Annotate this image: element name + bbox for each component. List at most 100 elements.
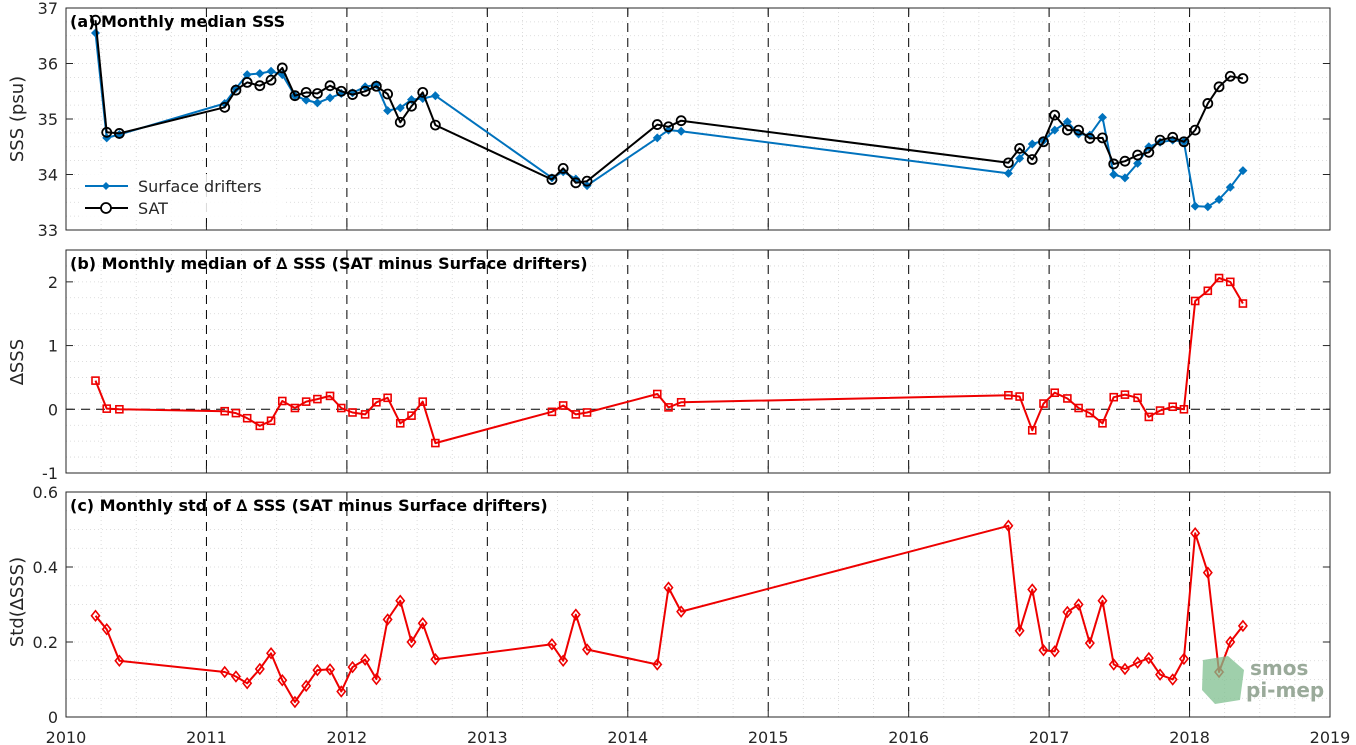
data-point-circle — [1026, 154, 1038, 165]
data-point-circle — [1202, 98, 1214, 109]
data-point-circle — [1061, 124, 1073, 136]
data-point-circle — [1097, 132, 1108, 144]
data-point-square — [1133, 393, 1142, 403]
data-point-diamond-open — [430, 652, 441, 666]
data-point-circle — [1237, 73, 1249, 84]
y-tick-label: 35 — [38, 110, 58, 129]
data-point-circle — [1178, 136, 1190, 148]
data-point-diamond-open — [417, 616, 428, 630]
data-point-square — [348, 408, 357, 417]
legend-sat-marker — [100, 202, 112, 214]
legend-box — [80, 174, 285, 218]
data-point-diamond-open — [1178, 652, 1189, 666]
data-point-diamond — [1190, 201, 1200, 211]
data-point-diamond-open — [289, 695, 300, 709]
data-point-diamond — [242, 70, 252, 80]
x-tick-label: 2015 — [748, 728, 789, 745]
panel-c-title: (c) Monthly std of ∆ SSS (SAT minus Surf… — [70, 496, 548, 515]
data-point-square — [1179, 404, 1189, 414]
data-point-diamond — [395, 103, 405, 113]
data-point-square — [1098, 419, 1107, 428]
logo-text-line1: smos — [1250, 656, 1308, 680]
data-point-square — [652, 389, 662, 399]
data-point-circle — [1038, 136, 1049, 148]
data-point-circle — [406, 100, 417, 112]
x-tick-label: 2018 — [1169, 728, 1210, 745]
data-point-circle — [219, 101, 231, 113]
x-tick-label: 2012 — [327, 728, 368, 745]
data-point-diamond-open — [1132, 656, 1143, 669]
data-point-circle — [394, 116, 406, 128]
data-point-diamond-open — [1225, 635, 1236, 649]
data-point-diamond — [664, 125, 674, 135]
data-point-diamond — [301, 95, 311, 105]
data-point-circle — [1049, 109, 1061, 121]
data-point-diamond — [652, 133, 662, 143]
data-point-square — [571, 410, 581, 419]
data-point-diamond-open — [1014, 624, 1025, 638]
data-point-square — [91, 376, 100, 385]
data-point-square — [383, 393, 392, 403]
data-point-square — [1120, 390, 1130, 399]
data-point-diamond-open — [1190, 526, 1201, 540]
delta-series-line — [94, 524, 1244, 703]
panel-a-ylabel: SSS (psu) — [7, 76, 28, 162]
data-point-diamond-open — [1119, 662, 1130, 676]
data-point-square — [336, 403, 346, 413]
data-point-diamond-open — [382, 613, 393, 626]
data-point-square — [431, 438, 440, 448]
data-point-square — [266, 416, 276, 426]
x-tick-label: 2019 — [1310, 728, 1351, 745]
data-point-circle — [1189, 124, 1201, 136]
data-point-square — [664, 403, 673, 412]
data-point-square — [313, 394, 322, 404]
panel-a-title: (a) Monthly median SSS — [70, 12, 285, 31]
data-point-circle — [1132, 149, 1143, 161]
data-point-circle — [289, 90, 301, 102]
data-point-circle — [241, 76, 253, 88]
data-point-square — [325, 391, 335, 401]
data-point-circle — [101, 126, 113, 138]
data-point-diamond — [1225, 182, 1235, 192]
data-point-diamond-open — [1062, 605, 1073, 619]
data-point-diamond-open — [371, 672, 382, 686]
data-point-circle — [1224, 70, 1236, 82]
y-tick-label: 34 — [38, 166, 58, 185]
data-point-square — [1074, 403, 1083, 413]
data-point-diamond-open — [546, 637, 557, 651]
data-point-square — [1168, 402, 1178, 412]
y-tick-label: 33 — [38, 221, 58, 240]
data-point-square — [372, 397, 381, 407]
data-point-diamond-open — [406, 635, 417, 649]
data-point-circle — [1014, 143, 1026, 154]
data-point-diamond-open — [1202, 566, 1213, 579]
data-point-diamond-open — [1143, 651, 1154, 665]
data-point-diamond-open — [652, 658, 663, 671]
legend-sat-label: SAT — [138, 199, 168, 218]
data-point-circle — [382, 88, 394, 100]
data-point-diamond-open — [1167, 673, 1178, 686]
data-point-diamond — [325, 93, 335, 103]
data-point-diamond-open — [277, 673, 288, 687]
data-point-square — [1190, 296, 1200, 306]
x-tick-label: 2016 — [888, 728, 929, 745]
data-point-circle — [276, 62, 288, 74]
data-point-diamond-open — [347, 660, 358, 674]
data-point-square — [231, 408, 241, 418]
data-point-circle — [90, 14, 101, 26]
data-point-circle — [1143, 146, 1155, 158]
data-point-square — [395, 419, 405, 428]
data-point-diamond-open — [301, 679, 312, 693]
data-point-diamond — [430, 91, 440, 101]
data-point-square — [1004, 390, 1013, 400]
data-point-diamond-open — [1049, 645, 1060, 658]
data-point-circle — [335, 85, 347, 97]
data-point-diamond — [266, 66, 276, 76]
data-point-diamond-open — [1237, 619, 1248, 633]
data-point-diamond — [383, 106, 393, 116]
data-point-diamond — [1050, 125, 1060, 135]
data-point-circle — [570, 177, 582, 189]
data-point-circle — [1154, 134, 1166, 146]
y-tick-label: 0 — [48, 400, 58, 419]
